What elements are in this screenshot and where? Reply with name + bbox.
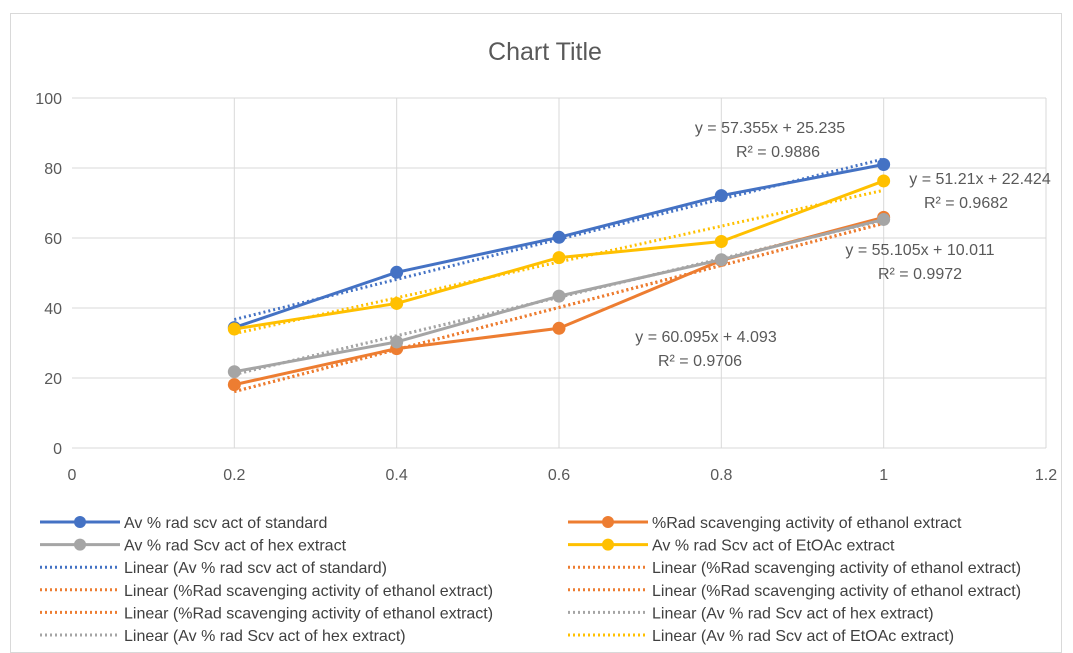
x-tick-label: 0.8 xyxy=(710,467,732,484)
trendline xyxy=(233,157,885,321)
data-point xyxy=(877,158,891,171)
legend-item: Av % rad scv act of standard xyxy=(40,515,327,532)
equation-etoac: y = 51.21x + 22.424 xyxy=(909,171,1051,188)
legend-marker xyxy=(74,538,86,551)
legend-label: Linear (%Rad scavenging activity of etha… xyxy=(124,583,493,600)
equation-standard: y = 57.355x + 25.235 xyxy=(695,120,845,137)
legend-marker xyxy=(602,538,614,551)
trendline xyxy=(234,188,884,336)
legend-item: %Rad scavenging activity of ethanol extr… xyxy=(568,515,962,532)
legend-label: Linear (Av % rad scv act of standard) xyxy=(124,560,387,577)
legend-item: Linear (Av % rad Scv act of hex extract) xyxy=(568,605,934,622)
y-tick-label: 100 xyxy=(35,91,62,108)
x-tick-label: 0.6 xyxy=(548,467,570,484)
y-tick-label: 0 xyxy=(53,441,62,458)
legend-item: Av % rad Scv act of hex extract xyxy=(40,538,347,555)
chart-title: Chart Title xyxy=(488,38,602,66)
trendline-equations: y = 57.355x + 25.235 R² = 0.9886 y = 51.… xyxy=(635,120,1051,370)
legend-label: Linear (Av % rad Scv act of EtOAc extrac… xyxy=(652,628,954,645)
data-point xyxy=(552,289,566,303)
x-tick-label: 0 xyxy=(68,467,77,484)
x-tick-label: 1.2 xyxy=(1035,467,1057,484)
data-point xyxy=(877,212,891,226)
x-tick-label: 1 xyxy=(879,467,888,484)
x-axis-ticks: 0 0.2 0.4 0.6 0.8 1 1.2 xyxy=(68,467,1058,484)
legend-label: Linear (%Rad scavenging activity of etha… xyxy=(124,605,493,622)
data-point xyxy=(552,230,566,244)
legend-item: Linear (%Rad scavenging activity of etha… xyxy=(568,560,1021,577)
data-point xyxy=(714,189,728,203)
legend-label: Av % rad scv act of standard xyxy=(124,515,327,532)
r2-etoac: R² = 0.9682 xyxy=(924,195,1008,212)
y-tick-label: 60 xyxy=(44,231,62,248)
data-point xyxy=(227,378,241,392)
legend-label: Linear (%Rad scavenging activity of etha… xyxy=(652,560,1021,577)
legend-label: Linear (Av % rad Scv act of hex extract) xyxy=(652,605,934,622)
legend-item: Av % rad Scv act of EtOAc extract xyxy=(568,538,895,555)
data-point xyxy=(552,321,566,335)
data-point xyxy=(227,322,241,336)
data-series xyxy=(227,158,891,392)
legend-marker xyxy=(74,516,86,528)
data-point xyxy=(390,296,404,310)
equation-hex: y = 55.105x + 10.011 xyxy=(845,242,994,259)
legend-item: Linear (%Rad scavenging activity of etha… xyxy=(40,605,493,622)
y-tick-label: 20 xyxy=(44,371,62,388)
trendline xyxy=(233,221,885,394)
data-point xyxy=(390,335,404,349)
legend-label: Linear (%Rad scavenging activity of etha… xyxy=(652,583,1021,600)
r2-hex: R² = 0.9972 xyxy=(878,266,962,283)
data-point xyxy=(877,174,891,188)
data-point xyxy=(714,253,728,267)
legend-marker xyxy=(602,516,614,528)
legend-label: Av % rad Scv act of EtOAc extract xyxy=(652,538,895,555)
legend-item: Linear (%Rad scavenging activity of etha… xyxy=(568,583,1021,600)
data-point xyxy=(552,251,566,265)
legend-item: Linear (Av % rad Scv act of hex extract) xyxy=(40,628,406,645)
legend: Av % rad scv act of standard %Rad scaveng… xyxy=(40,515,1021,645)
x-tick-label: 0.2 xyxy=(223,467,245,484)
legend-label: %Rad scavenging activity of ethanol extr… xyxy=(652,515,962,532)
legend-label: Av % rad Scv act of hex extract xyxy=(124,538,347,555)
y-axis-ticks: 0 20 40 60 80 100 xyxy=(35,91,62,458)
data-point xyxy=(714,235,728,248)
y-tick-label: 80 xyxy=(44,161,62,178)
legend-label: Linear (Av % rad Scv act of hex extract) xyxy=(124,628,406,645)
chart-area xyxy=(10,13,1062,653)
y-tick-label: 40 xyxy=(44,301,62,318)
equation-ethanol: y = 60.095x + 4.093 xyxy=(635,329,777,346)
legend-item: Linear (Av % rad scv act of standard) xyxy=(40,560,387,577)
legend-item: Linear (Av % rad Scv act of EtOAc extrac… xyxy=(568,628,954,645)
legend-item: Linear (%Rad scavenging activity of etha… xyxy=(40,583,493,600)
data-point xyxy=(390,265,404,279)
r2-standard: R² = 0.9886 xyxy=(736,144,820,161)
r2-ethanol: R² = 0.9706 xyxy=(658,353,742,370)
x-tick-label: 0.4 xyxy=(386,467,408,484)
data-point xyxy=(227,365,241,379)
